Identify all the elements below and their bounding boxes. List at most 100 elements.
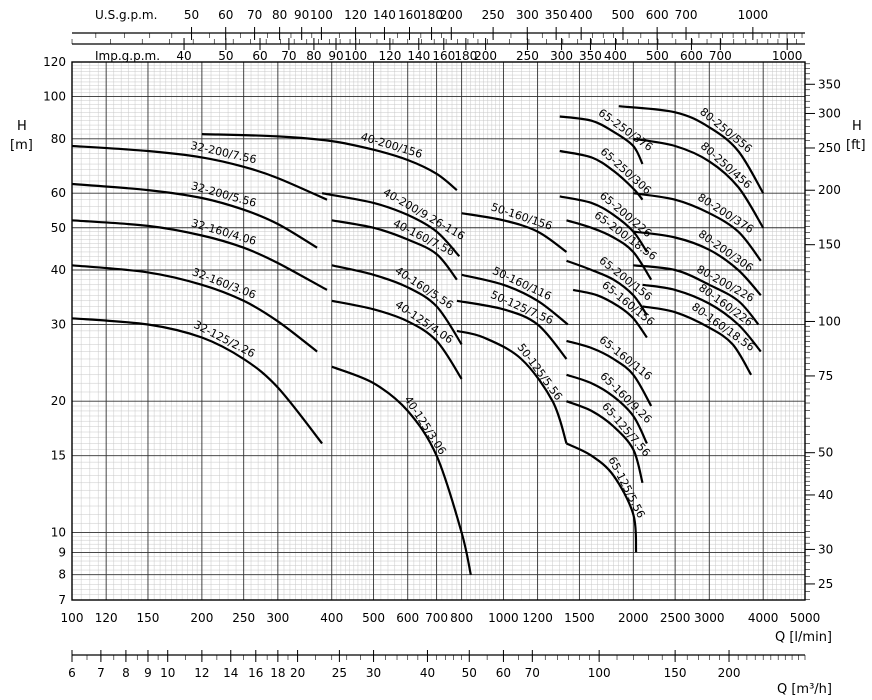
m3h-tick-label: 40: [420, 666, 435, 680]
impgpm-tick-label: 100: [344, 49, 367, 63]
x-tick-label: 4000: [748, 611, 779, 625]
x-tick-label: 700: [425, 611, 448, 625]
impgpm-tick-label: 120: [378, 49, 401, 63]
impgpm-tick-label: 60: [252, 49, 267, 63]
curve-40-125-4-06: [331, 299, 463, 380]
usgpm-tick-label: 200: [440, 8, 463, 22]
y-axis-label-left: H: [17, 119, 27, 134]
usgpm-tick-label: 400: [570, 8, 593, 22]
curve-32-125-2-26: [71, 317, 323, 445]
impgpm-tick-label: 180: [454, 49, 477, 63]
m3h-tick-label: 50: [462, 666, 477, 680]
x-tick-label: 3000: [694, 611, 725, 625]
usgpm-tick-label: 160: [398, 8, 421, 22]
usgpm-tick-label: 50: [184, 8, 199, 22]
m3h-tick-label: 16: [248, 666, 263, 680]
y-tick-label: 120: [43, 55, 66, 69]
m3h-tick-label: 14: [223, 666, 238, 680]
m3h-tick-label: 12: [194, 666, 209, 680]
curve-32-200-5-56: [71, 182, 318, 249]
ft-tick-label: 40: [818, 488, 833, 502]
curve-80-200-226: [633, 264, 760, 326]
ft-tick-label: 30: [818, 542, 833, 556]
usgpm-tick-label: 90: [294, 8, 309, 22]
usgpm-tick-label: 1000: [738, 8, 769, 22]
usgpm-tick-label: 250: [482, 8, 505, 22]
usgpm-tick-label: 70: [247, 8, 262, 22]
impgpm-tick-label: 80: [306, 49, 321, 63]
curve-40-160-5-56: [331, 264, 463, 345]
usgpm-tick-label: 60: [218, 8, 233, 22]
ft-tick-label: 75: [818, 369, 833, 383]
x-tick-label: 1000: [488, 611, 519, 625]
m3h-tick-label: 18: [270, 666, 285, 680]
usgpm-tick-label: 300: [516, 8, 539, 22]
m3h-tick-label: 10: [160, 666, 175, 680]
impgpm-tick-label: 50: [218, 49, 233, 63]
usgpm-tick-label: 80: [272, 8, 287, 22]
curve-80-250-556: [618, 105, 765, 194]
y-tick-label: 40: [51, 263, 66, 277]
x-tick-label: 100: [61, 611, 84, 625]
curve-80-160-226: [642, 283, 762, 353]
y-axis-unit-right: [ft]: [846, 138, 866, 153]
curve-40-125-3-06: [331, 365, 472, 575]
impgpm-tick-label: 1000: [772, 49, 803, 63]
x-tick-label: 1200: [522, 611, 553, 625]
x-tick-label: 2000: [618, 611, 649, 625]
y-tick-label: 15: [51, 449, 66, 463]
x-tick-label: 150: [137, 611, 160, 625]
m3h-tick-label: 8: [122, 666, 130, 680]
y-tick-label: 60: [51, 186, 66, 200]
x-tick-label: 600: [396, 611, 419, 625]
curve-50-160-156: [461, 212, 568, 253]
impgpm-tick-label: 300: [550, 49, 573, 63]
curve-80-250-456: [633, 137, 765, 229]
m3h-tick-label: 70: [525, 666, 540, 680]
curve-80-200-376: [633, 192, 762, 262]
curve-65-125-5-56: [566, 442, 638, 553]
y-tick-label: 100: [43, 90, 66, 104]
curve-50-125-7-56: [456, 299, 568, 360]
x-tick-label: 250: [232, 611, 255, 625]
curve-80-160-18-56: [642, 305, 753, 376]
x-axis-label: Q [l/min]: [775, 630, 832, 645]
m3h-tick-label: 100: [588, 666, 611, 680]
m3h-tick-label: 7: [97, 666, 105, 680]
impgpm-tick-label: 500: [646, 49, 669, 63]
usgpm-tick-label: 100: [310, 8, 333, 22]
usgpm-tick-label: 120: [344, 8, 367, 22]
impgpm-tick-label: 40: [176, 49, 191, 63]
x-tick-label: 2500: [660, 611, 691, 625]
y-axis-unit-left: [m]: [10, 138, 33, 153]
usgpm-tick-label: 700: [675, 8, 698, 22]
x-tick-label: 400: [320, 611, 343, 625]
m3h-tick-label: 9: [144, 666, 152, 680]
ft-tick-label: 250: [818, 141, 841, 155]
y-axis-label-right: H: [852, 119, 862, 134]
m3h-tick-label: 30: [366, 666, 381, 680]
m3h-tick-label: 6: [68, 666, 76, 680]
y-tick-label: 30: [51, 317, 66, 331]
m3h-tick-label: 20: [290, 666, 305, 680]
impgpm-tick-label: 600: [680, 49, 703, 63]
x-tick-label: 120: [95, 611, 118, 625]
ft-tick-label: 200: [818, 183, 841, 197]
curve-40-200-156: [201, 133, 458, 191]
curve-65-250-306: [559, 149, 644, 201]
x-tick-label: 500: [362, 611, 385, 625]
curve-65-160-156: [572, 288, 648, 339]
usgpm-axis-label: U.S.g.p.m.: [95, 8, 157, 22]
x-tick-label: 300: [266, 611, 289, 625]
usgpm-tick-label: 350: [545, 8, 568, 22]
usgpm-tick-label: 600: [646, 8, 669, 22]
curve-50-125-5-56: [456, 329, 568, 444]
curve-65-250-376: [559, 115, 644, 165]
impgpm-tick-label: 200: [474, 49, 497, 63]
y-tick-label: 80: [51, 132, 66, 146]
m3h-tick-label: 25: [332, 666, 347, 680]
impgpm-tick-label: 250: [516, 49, 539, 63]
curve-32-160-3-06: [71, 264, 318, 353]
x-tick-label: 1500: [564, 611, 595, 625]
